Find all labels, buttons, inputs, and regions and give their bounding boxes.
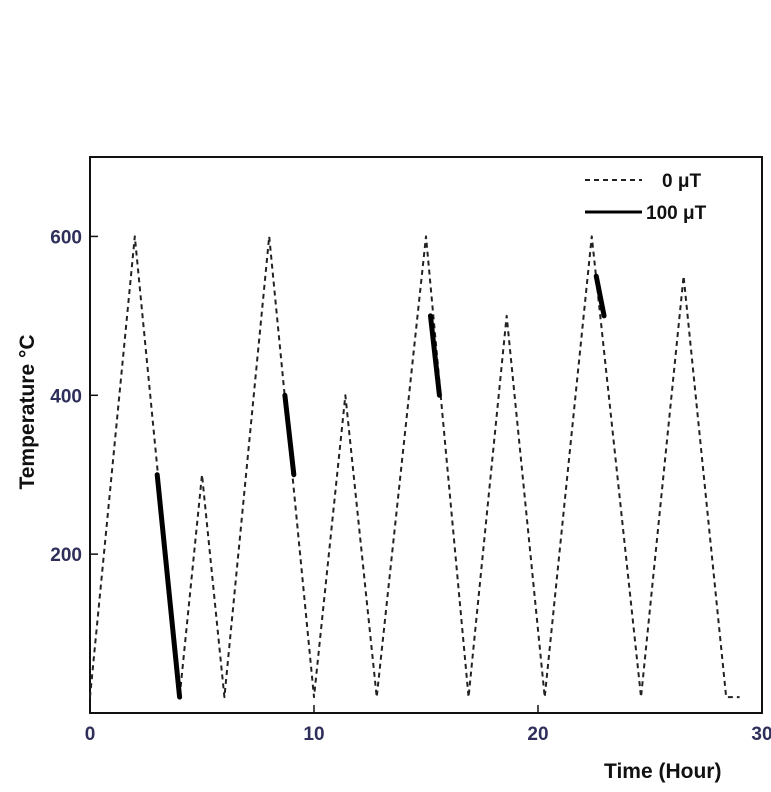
y-tick-label: 400 xyxy=(50,386,82,407)
x-axis-ticks: 0 10 20 30 xyxy=(85,705,771,745)
x-tick-label: 30 xyxy=(751,724,771,745)
series-layer xyxy=(89,235,740,700)
y-axis-title: Temperature °C xyxy=(16,334,39,489)
series-segment-100uT xyxy=(282,392,297,478)
x-tick-label: 10 xyxy=(303,724,324,745)
x-axis-title: Time (Hour) xyxy=(604,760,721,783)
y-tick-label: 200 xyxy=(50,545,82,566)
x-tick-label: 0 xyxy=(85,724,96,745)
series-segment-100uT xyxy=(593,273,607,319)
series-segment-100uT xyxy=(154,472,183,700)
legend: 0 μT 100 μT xyxy=(585,171,707,224)
y-axis-ticks: 200 400 600 xyxy=(50,227,98,566)
legend-label-0: 0 μT xyxy=(662,171,701,192)
x-tick-label: 20 xyxy=(527,724,548,745)
series-segment-100uT xyxy=(427,313,442,398)
plot-frame xyxy=(89,156,763,714)
series-line-0uT xyxy=(89,235,740,699)
y-tick-label: 600 xyxy=(50,227,82,248)
legend-label-1: 100 μT xyxy=(646,203,707,224)
